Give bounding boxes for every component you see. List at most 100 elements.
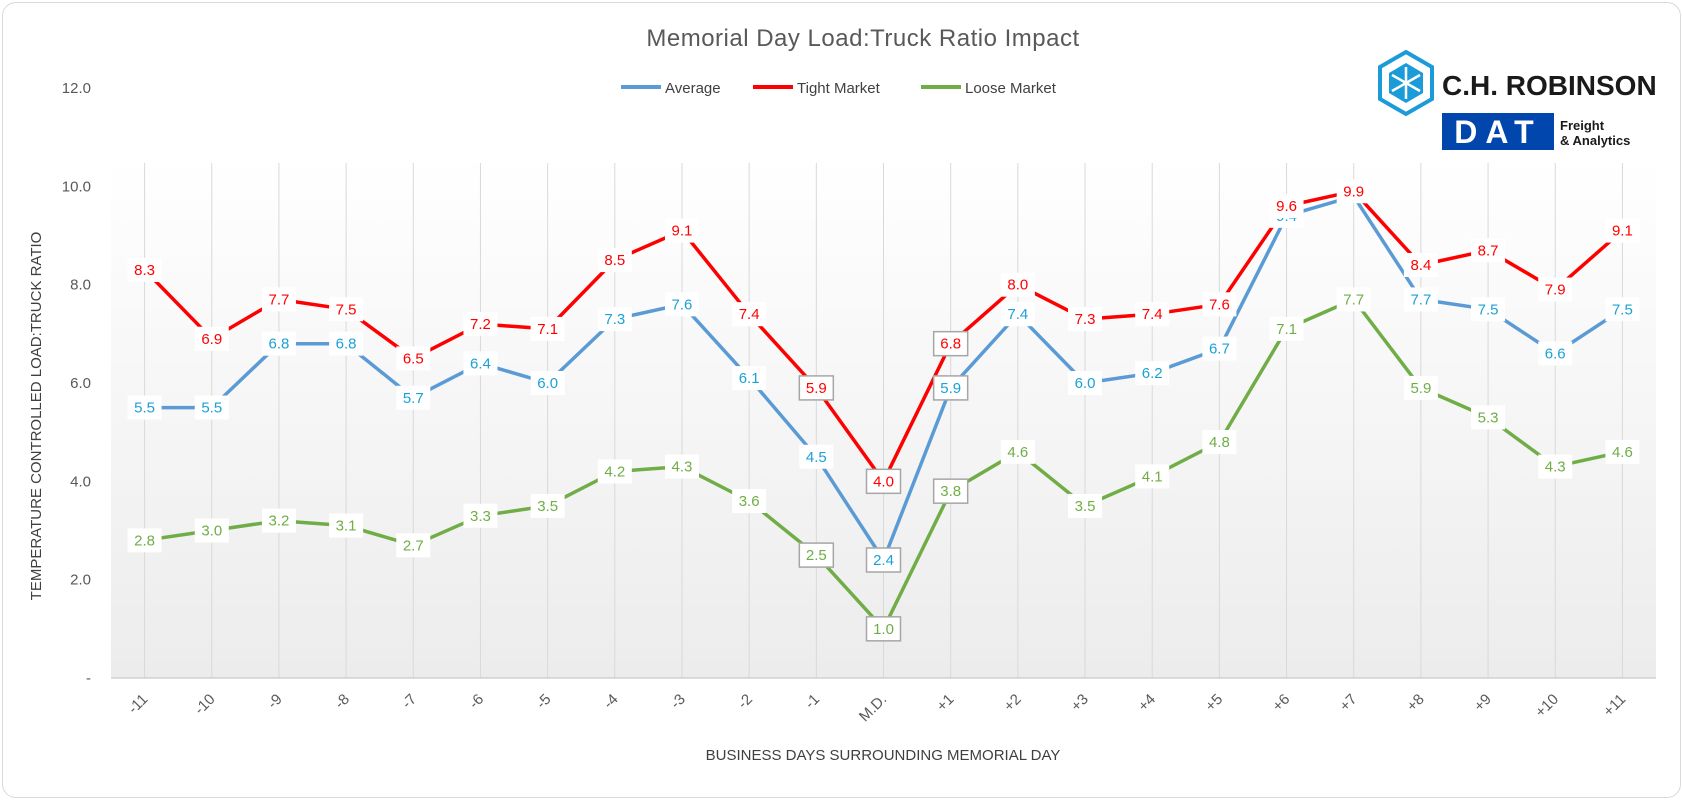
legend-label-tight-market: Tight Market — [797, 80, 881, 97]
data-label-average: 6.6 — [1545, 346, 1566, 363]
data-label-tight-market: 7.4 — [739, 306, 760, 323]
data-label-tight-market: 6.8 — [940, 336, 961, 353]
data-label-tight-market: 6.5 — [403, 350, 424, 367]
data-label-box — [1336, 287, 1371, 312]
data-label-box — [1068, 493, 1103, 518]
data-label-tight-market: 9.1 — [1612, 223, 1633, 240]
data-label-loose-market: 4.2 — [604, 464, 625, 481]
data-label-box — [1269, 194, 1304, 218]
x-tick-label: -10 — [191, 691, 218, 718]
dat-sub-analytics: & Analytics — [1560, 133, 1630, 148]
data-label-box — [1202, 292, 1237, 317]
data-label-tight-market: 6.9 — [201, 331, 222, 348]
data-label-box — [194, 326, 229, 351]
data-label-loose-market: 2.5 — [806, 547, 827, 564]
x-tick-label: -8 — [331, 691, 352, 712]
data-label-box — [865, 468, 902, 495]
data-label-loose-market: 4.3 — [1545, 459, 1566, 476]
data-label-average: 5.5 — [201, 400, 222, 417]
data-label-average: 2.4 — [873, 552, 894, 569]
data-label-tight-market: 9.6 — [1276, 198, 1297, 215]
data-label-tight-market: 7.9 — [1545, 282, 1566, 299]
data-label-box — [798, 542, 835, 568]
x-tick-label: -6 — [466, 691, 487, 712]
data-label-box — [865, 616, 902, 642]
x-tick-label: +2 — [1001, 691, 1025, 715]
x-tick-label: +9 — [1471, 691, 1495, 715]
data-label-box — [664, 292, 699, 317]
chart-title: Memorial Day Load:Truck Ratio Impact — [646, 25, 1079, 52]
ch-robinson-arrows-icon — [1391, 67, 1421, 99]
data-label-box — [1403, 287, 1438, 312]
data-label-loose-market: 3.6 — [739, 493, 760, 510]
data-label-box — [261, 331, 296, 356]
data-label-box — [463, 351, 498, 376]
data-label-box — [1403, 375, 1438, 400]
data-label-box — [1471, 405, 1506, 430]
y-tick-label: 12.0 — [62, 80, 91, 97]
data-label-box — [261, 508, 296, 533]
data-label-box — [1336, 179, 1371, 204]
data-label-box — [732, 302, 767, 327]
y-tick-label: - — [86, 670, 91, 687]
data-label-box — [1068, 307, 1103, 332]
x-tick-label: +3 — [1068, 691, 1092, 715]
data-label-box — [1605, 439, 1640, 464]
data-label-tight-market: 8.4 — [1410, 257, 1431, 274]
dat-logo-block — [1442, 113, 1554, 150]
data-label-box — [732, 366, 767, 391]
x-tick-label: +10 — [1532, 691, 1562, 721]
data-label-box — [530, 316, 565, 341]
data-label-box — [597, 459, 632, 484]
data-label-box — [1135, 302, 1170, 327]
data-label-tight-market: 8.0 — [1007, 277, 1028, 294]
data-label-box — [127, 257, 162, 282]
x-tick-label: +4 — [1135, 691, 1159, 715]
y-tick-label: 2.0 — [70, 572, 91, 589]
data-label-box — [396, 346, 431, 371]
data-label-box — [664, 218, 699, 243]
data-label-tight-market: 7.4 — [1142, 306, 1163, 323]
x-tick-label: +7 — [1336, 691, 1360, 715]
x-tick-label: +11 — [1600, 691, 1629, 720]
data-label-average: 6.1 — [739, 370, 760, 387]
x-tick-label: -2 — [735, 691, 756, 712]
data-label-loose-market: 4.8 — [1209, 434, 1230, 451]
ch-robinson-wordmark: C.H. ROBINSON — [1442, 70, 1657, 101]
data-label-tight-market: 7.7 — [269, 291, 290, 308]
data-label-box — [329, 513, 364, 538]
data-label-box — [261, 287, 296, 312]
data-label-box — [1000, 439, 1035, 464]
x-tick-label: -5 — [533, 691, 554, 712]
data-label-loose-market: 3.1 — [336, 518, 357, 535]
dat-sub-freight: Freight — [1560, 118, 1605, 133]
data-label-loose-market: 3.8 — [940, 483, 961, 500]
legend: Average Tight Market Loose Market — [621, 80, 1057, 97]
x-tick-label: +1 — [933, 691, 957, 715]
data-label-loose-market: 3.5 — [1075, 498, 1096, 515]
data-label-loose-market: 5.9 — [1410, 380, 1431, 397]
data-label-box — [530, 493, 565, 518]
data-label-box — [127, 528, 162, 553]
x-tick-label: M.D. — [856, 691, 890, 725]
data-label-box — [597, 248, 632, 273]
data-label-box — [396, 385, 431, 410]
data-label-box — [1605, 218, 1640, 243]
data-label-average: 5.7 — [403, 390, 424, 407]
data-label-box — [932, 375, 969, 401]
data-label-tight-market: 7.6 — [1209, 296, 1230, 313]
x-tick-label: -4 — [600, 691, 621, 712]
data-label-loose-market: 2.7 — [403, 537, 424, 554]
data-label-loose-market: 4.6 — [1612, 444, 1633, 461]
data-label-box — [329, 297, 364, 322]
data-label-tight-market: 5.9 — [806, 380, 827, 397]
y-tick-label: 6.0 — [70, 375, 91, 392]
data-label-box — [194, 518, 229, 543]
y-tick-label: 10.0 — [62, 178, 91, 195]
ch-robinson-hexagon-icon — [1378, 49, 1434, 117]
data-label-box — [1000, 272, 1035, 297]
data-label-average: 4.5 — [806, 449, 827, 466]
x-tick-label: -3 — [667, 691, 688, 712]
data-label-box — [664, 454, 699, 479]
